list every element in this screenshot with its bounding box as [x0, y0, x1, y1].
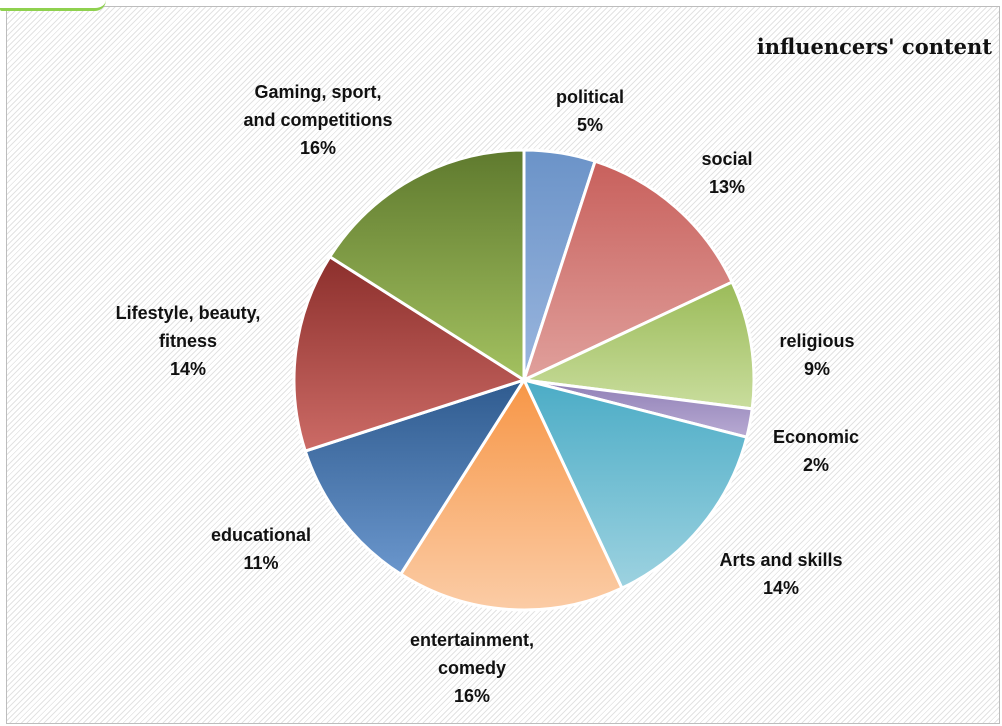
- data-label-percent: 5%: [576, 115, 604, 135]
- data-label: political 5%: [556, 83, 624, 139]
- data-label-percent: 16%: [299, 138, 337, 158]
- data-label-percent: 13%: [708, 177, 746, 197]
- pie-slice-social: [522, 159, 734, 382]
- pie-slice-entertainment-comedy: [399, 378, 624, 612]
- data-label-name: comedy: [437, 658, 507, 678]
- data-label: religious 9%: [779, 327, 854, 383]
- data-label-name: Economic: [772, 427, 860, 447]
- pie-slice-educational: [303, 378, 526, 576]
- data-label-name: political: [555, 87, 625, 107]
- corner-decoration: [0, 0, 106, 11]
- data-label: educational 11%: [211, 521, 311, 577]
- data-label-percent: 11%: [243, 553, 279, 573]
- data-label: entertainment, comedy 16%: [410, 626, 534, 710]
- data-label-name: and competitions: [243, 110, 393, 130]
- data-label: Lifestyle, beauty, fitness 14%: [116, 299, 261, 383]
- data-label: Economic 2%: [773, 423, 859, 479]
- data-label: Gaming, sport, and competitions 16%: [243, 78, 392, 162]
- data-label-name: religious: [779, 331, 855, 351]
- pie-slice-arts-and-skills: [522, 378, 749, 590]
- pie-slice-lifestyle-beauty-fitness: [292, 255, 526, 453]
- data-label-name: Lifestyle, beauty,: [115, 303, 261, 323]
- data-label-name: Arts and skills: [719, 550, 843, 570]
- data-label-name: Gaming, sport,: [254, 82, 382, 102]
- pie-slice-gaming-sport-and-competitions: [328, 148, 526, 382]
- data-label-name: social: [701, 149, 753, 169]
- data-label-name: entertainment,: [409, 630, 535, 650]
- data-label-percent: 16%: [453, 686, 491, 706]
- chart-title: influencers' content: [756, 34, 992, 59]
- data-label-percent: 2%: [802, 455, 829, 475]
- data-label-name: fitness: [158, 331, 218, 351]
- pie-slice-religious: [522, 280, 756, 411]
- data-label: social 13%: [701, 145, 752, 201]
- data-label-percent: 9%: [803, 359, 831, 379]
- data-label-percent: 14%: [762, 578, 800, 598]
- data-label: Arts and skills 14%: [719, 546, 842, 602]
- data-label-percent: 14%: [169, 359, 207, 379]
- data-label-name: educational: [210, 525, 312, 545]
